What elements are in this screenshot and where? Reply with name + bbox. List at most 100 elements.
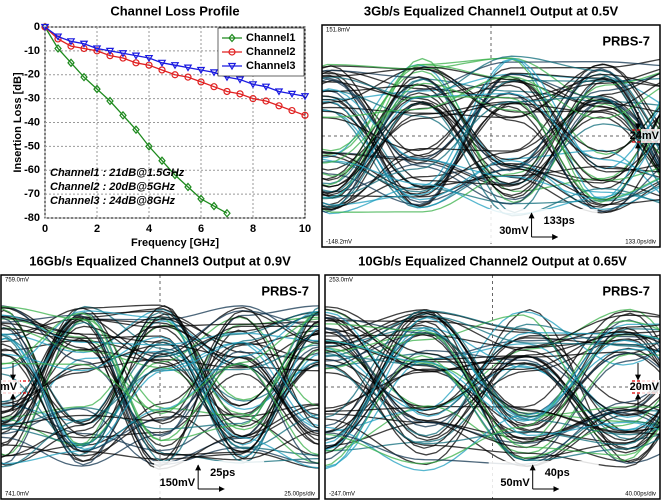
legend-marker bbox=[227, 62, 237, 71]
marker bbox=[210, 201, 218, 211]
pattern-label: PRBS-7 bbox=[602, 283, 650, 298]
x-tick-label: 8 bbox=[250, 223, 256, 235]
marker bbox=[261, 83, 271, 91]
marker bbox=[235, 76, 245, 84]
scope-bottom-label: -148.2mV bbox=[326, 240, 352, 246]
marker bbox=[183, 64, 193, 72]
marker bbox=[79, 40, 89, 48]
eye-trace bbox=[322, 95, 660, 201]
y-tick-label: -80 bbox=[24, 212, 40, 224]
chart-title: Channel Loss Profile bbox=[110, 3, 239, 18]
eye-trace bbox=[325, 354, 660, 467]
h-scale-label: 133ps bbox=[544, 215, 575, 227]
eye-trace bbox=[322, 63, 660, 127]
eye-trace bbox=[322, 72, 660, 191]
panel-title: 16Gb/s Equalized Channel3 Output at 0.9V bbox=[29, 253, 291, 268]
eye-trace bbox=[322, 88, 660, 200]
eye-trace bbox=[322, 102, 660, 191]
eye-trace bbox=[325, 339, 660, 422]
eye-trace bbox=[325, 363, 660, 468]
marker bbox=[157, 59, 167, 68]
opening-bg bbox=[1, 380, 20, 394]
marker bbox=[288, 106, 296, 115]
y-tick-label: -70 bbox=[24, 188, 40, 200]
scope-time-label: 133.0ps/div bbox=[625, 240, 656, 246]
marker bbox=[171, 170, 179, 180]
eye-trace bbox=[325, 365, 660, 433]
eye-trace bbox=[1, 310, 319, 465]
marker bbox=[118, 50, 128, 58]
marker bbox=[223, 208, 231, 218]
eye-trace bbox=[1, 322, 319, 453]
y-tick-label: 0 bbox=[34, 21, 40, 33]
legend-marker bbox=[228, 33, 236, 43]
eye-trace bbox=[325, 340, 660, 434]
y-axis-label: Insertion Loss [dB] bbox=[12, 72, 24, 173]
y-tick-label: -10 bbox=[24, 45, 40, 57]
eye-trace bbox=[325, 317, 660, 454]
eye-trace bbox=[1, 305, 319, 437]
legend-label: Channel1 bbox=[246, 32, 296, 44]
eye-trace bbox=[322, 116, 660, 187]
pattern-bg bbox=[588, 33, 652, 51]
opening-label: 20mV bbox=[630, 381, 660, 393]
marker bbox=[248, 81, 258, 89]
series-line bbox=[44, 26, 306, 97]
eye-trace bbox=[322, 70, 660, 193]
y-tick-label: -20 bbox=[24, 69, 40, 81]
marker bbox=[197, 78, 205, 86]
eye-trace bbox=[322, 68, 660, 198]
eye-trace bbox=[322, 67, 660, 118]
x-axis-label: Frequency [GHz] bbox=[131, 237, 219, 249]
scope-bottom-label: -247.0mV bbox=[329, 492, 355, 498]
eye-trace bbox=[322, 67, 660, 172]
eye-trace bbox=[322, 63, 660, 211]
eye-trace bbox=[325, 315, 660, 417]
eye-trace bbox=[325, 364, 660, 446]
eye-trace bbox=[1, 344, 319, 468]
marker bbox=[236, 90, 244, 98]
eye-trace bbox=[325, 309, 660, 428]
h-scale-label: 25ps bbox=[210, 467, 235, 479]
marker bbox=[249, 95, 257, 103]
opening-bg bbox=[641, 129, 660, 143]
scope-bottom-label: 741.0mV bbox=[5, 492, 29, 498]
marker bbox=[158, 156, 166, 166]
eye-trace bbox=[325, 316, 660, 451]
marker bbox=[170, 62, 180, 70]
x-tick-label: 10 bbox=[299, 223, 311, 235]
eye-trace bbox=[322, 77, 660, 205]
eye-trace bbox=[325, 310, 660, 412]
eye-trace bbox=[322, 57, 660, 203]
eye-trace bbox=[1, 312, 319, 430]
legend-label: Channel3 bbox=[246, 60, 296, 72]
marker bbox=[262, 97, 270, 105]
marker bbox=[67, 58, 75, 68]
eye-trace bbox=[325, 335, 660, 461]
eye-trace bbox=[322, 76, 660, 120]
marker bbox=[132, 125, 140, 135]
eye-trace bbox=[325, 413, 660, 462]
eye-trace bbox=[1, 320, 319, 429]
eye-trace bbox=[325, 312, 660, 450]
marker bbox=[171, 71, 179, 79]
eye-trace bbox=[322, 78, 660, 185]
x-tick-label: 2 bbox=[94, 223, 100, 235]
eye-trace bbox=[325, 309, 660, 464]
eye-trace bbox=[325, 310, 660, 408]
eye-trace bbox=[1, 306, 319, 437]
eye-trace bbox=[322, 73, 660, 206]
eye-trace bbox=[322, 72, 660, 197]
eye-trace bbox=[1, 314, 319, 346]
v-scale-label: 50mV bbox=[500, 477, 530, 489]
eye-trace bbox=[325, 306, 660, 436]
eye-trace bbox=[325, 333, 660, 455]
marker bbox=[197, 194, 205, 204]
eye-trace bbox=[325, 315, 660, 440]
marker bbox=[106, 52, 114, 60]
eye-trace bbox=[322, 77, 660, 193]
eye-trace bbox=[1, 307, 319, 425]
scope-time-label: 25.00ps/div bbox=[284, 492, 315, 498]
eye-trace bbox=[325, 314, 660, 466]
